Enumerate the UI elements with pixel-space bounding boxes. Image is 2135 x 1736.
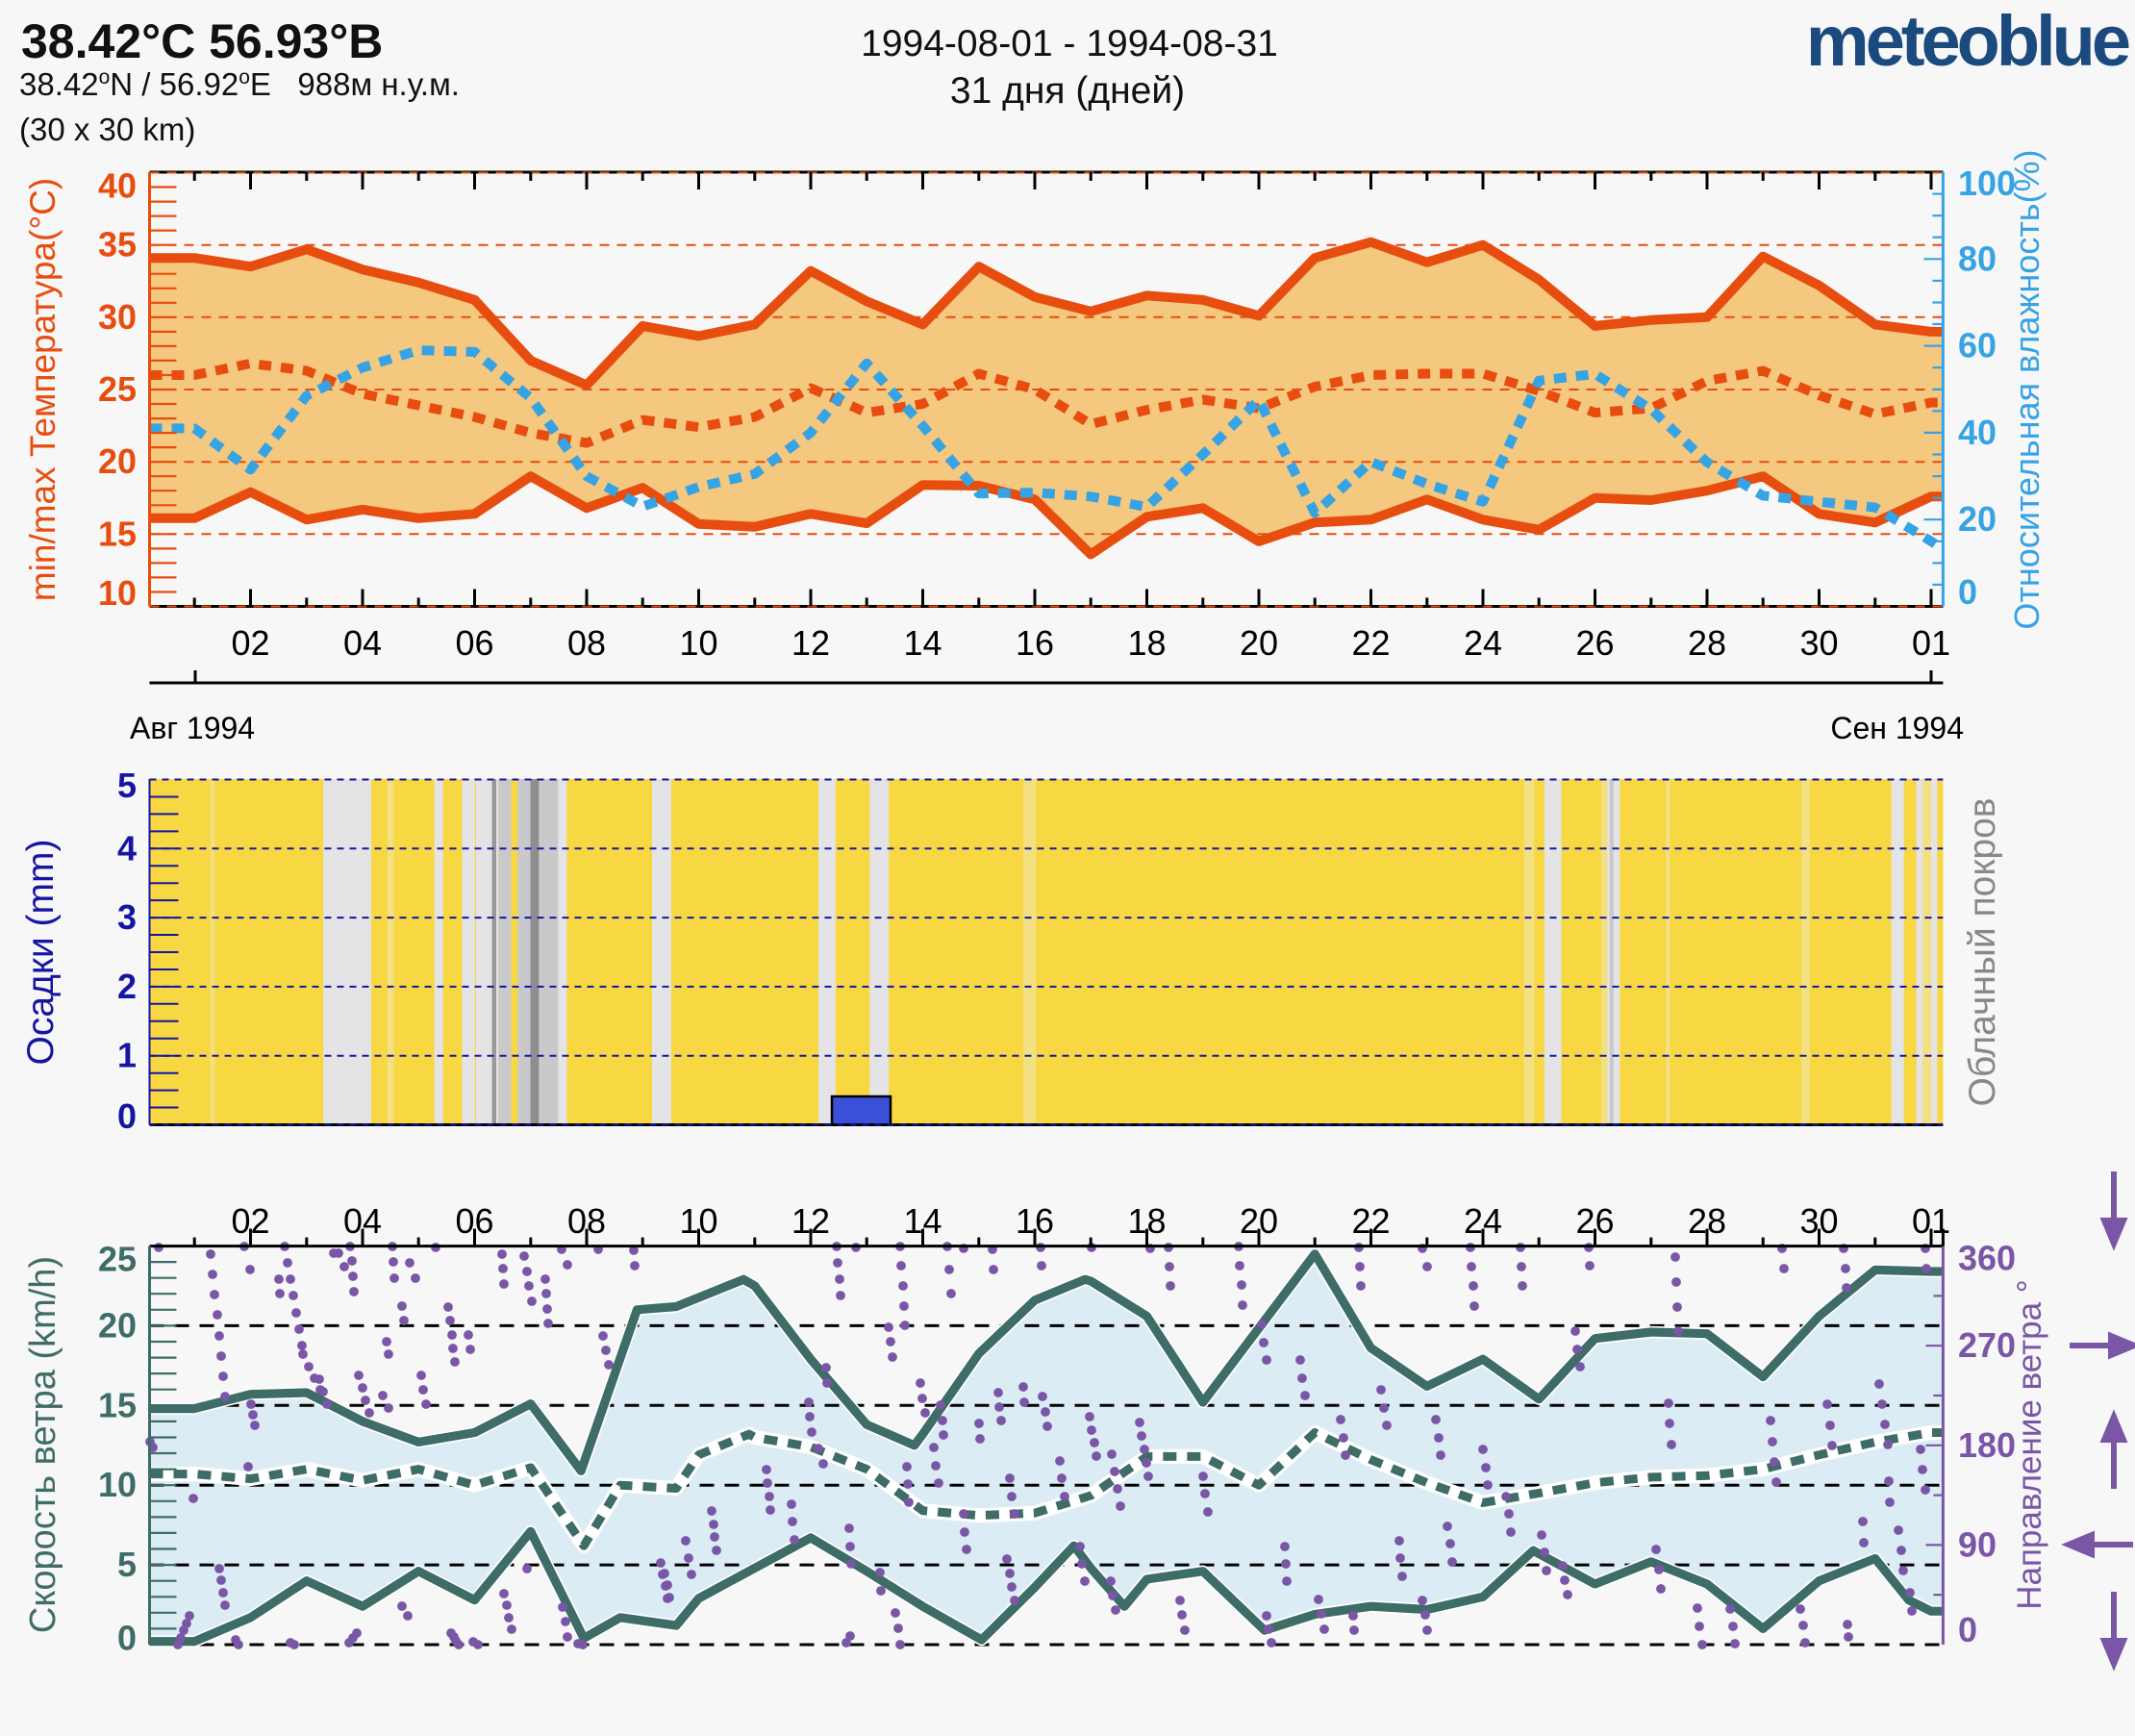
svg-text:38.42°C 56.93°В: 38.42°C 56.93°В [21,14,383,68]
svg-text:10: 10 [98,1465,137,1504]
svg-text:100: 100 [1958,164,2016,203]
svg-text:10: 10 [679,623,717,663]
svg-text:20: 20 [1240,623,1278,663]
svg-text:20: 20 [98,441,137,481]
svg-text:Облачный покров: Облачный покров [1962,798,2003,1107]
svg-text:Относительная влажность(%): Относительная влажность(%) [2007,149,2047,629]
svg-text:60: 60 [1958,326,1997,365]
svg-text:16: 16 [1016,623,1054,663]
svg-text:26: 26 [1575,623,1614,663]
svg-text:meteoblue: meteoblue [1806,1,2129,81]
svg-text:20: 20 [1958,499,1997,539]
svg-text:0: 0 [117,1619,137,1658]
svg-text:5: 5 [117,1545,137,1584]
svg-text:0: 0 [1958,1610,1977,1649]
svg-text:180: 180 [1958,1425,2016,1465]
svg-text:14: 14 [903,623,942,663]
svg-text:02: 02 [231,623,269,663]
svg-text:1: 1 [117,1036,137,1075]
svg-text:30: 30 [1799,623,1838,663]
svg-text:01: 01 [1912,623,1950,663]
svg-text:22: 22 [1351,623,1390,663]
svg-text:31 дня (дней): 31 дня (дней) [950,70,1185,112]
svg-text:1994-08-01 - 1994-08-31: 1994-08-01 - 1994-08-31 [861,23,1278,64]
svg-text:Скорость ветра (km/h): Скорость ветра (km/h) [23,1256,63,1633]
svg-text:10: 10 [98,573,137,613]
svg-text:15: 15 [98,1385,137,1424]
svg-text:12: 12 [791,623,830,663]
svg-text:28: 28 [1688,623,1726,663]
svg-text:5: 5 [117,766,137,805]
svg-text:40: 40 [98,166,137,206]
svg-text:40: 40 [1958,413,1997,452]
svg-text:18: 18 [1127,623,1166,663]
svg-text:270: 270 [1958,1325,2016,1365]
svg-text:Направление ветра °: Направление ветра ° [2011,1279,2048,1610]
svg-text:15: 15 [98,514,137,553]
svg-text:06: 06 [455,623,493,663]
svg-text:Осадки (mm): Осадки (mm) [20,840,62,1066]
svg-text:4: 4 [117,828,137,868]
svg-text:(30 x 30 km): (30 x 30 km) [19,112,195,147]
svg-text:24: 24 [1464,623,1502,663]
svg-text:Авг 1994: Авг 1994 [130,711,255,745]
svg-text:0: 0 [1958,572,1977,612]
svg-text:min/max Температура(°C): min/max Температура(°C) [23,178,63,601]
svg-text:35: 35 [98,225,137,264]
svg-text:2: 2 [117,967,137,1006]
svg-text:38.42oN / 56.92oE 988м н.у.м: 38.42oN / 56.92oE 988м н.у.м. [19,66,460,102]
svg-text:30: 30 [98,297,137,337]
svg-text:0: 0 [117,1096,137,1136]
svg-text:360: 360 [1958,1239,2016,1278]
svg-text:90: 90 [1958,1524,1997,1564]
svg-text:Сен 1994: Сен 1994 [1830,711,1964,745]
svg-text:3: 3 [117,897,137,937]
svg-text:25: 25 [98,369,137,409]
svg-text:04: 04 [343,623,382,663]
svg-text:08: 08 [567,623,606,663]
svg-text:25: 25 [98,1240,137,1279]
svg-text:20: 20 [98,1305,137,1345]
svg-text:80: 80 [1958,239,1997,278]
